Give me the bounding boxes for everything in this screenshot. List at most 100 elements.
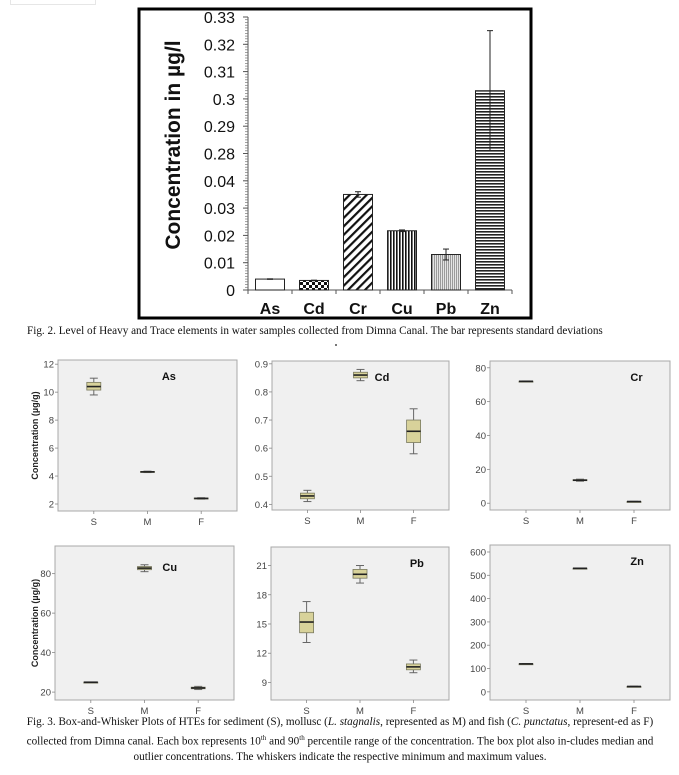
panel-title: Pb xyxy=(410,558,424,570)
figure-2-caption: Fig. 2. Level of Heavy and Trace element… xyxy=(27,325,603,337)
y-tick-label: 40 xyxy=(40,648,51,659)
x-tick-label: F xyxy=(411,516,417,527)
x-tick-label: S xyxy=(304,516,310,527)
x-tick-label: Zn xyxy=(480,301,500,318)
bar-As xyxy=(255,278,285,291)
panel-title: As xyxy=(162,371,176,383)
y-tick-label: 12 xyxy=(43,360,54,371)
y-tick-label: 6 xyxy=(49,444,54,455)
caption-text: Fig. 3. Box-and-Whisker Plots of HTEs fo… xyxy=(26,716,328,728)
y-tick-label: 0.28 xyxy=(204,147,235,164)
box-panel-Cd: 0.4 0.5 0.6 0.7 0.8 0.9 S M F Cd xyxy=(255,359,450,527)
x-tick-label: M xyxy=(357,516,365,527)
y-tick-label: 0.03 xyxy=(204,201,235,218)
bar-chart-axes: 0 0.01 0.02 0.03 0.04 0.28 0.29 0.3 0.31 0.32 0.33 xyxy=(204,10,513,300)
x-tick-label: Cu xyxy=(391,301,412,318)
y-tick-label: 0.01 xyxy=(204,256,235,273)
y-tick-label: 10 xyxy=(43,388,54,399)
y-tick-label: 40 xyxy=(475,431,486,442)
bar-Cr xyxy=(343,193,373,291)
caption-text: percentile range of the concentration. T… xyxy=(133,735,654,763)
y-tick-label: 4 xyxy=(49,472,54,483)
y-tick-label: 0.8 xyxy=(255,387,268,398)
caption-superscript: th xyxy=(299,733,305,742)
panel-title: Cr xyxy=(630,372,643,384)
y-tick-label: 80 xyxy=(475,363,486,374)
x-tick-label: Cd xyxy=(303,301,324,318)
y-tick-label: 500 xyxy=(470,571,486,582)
box-panel-Cu: 20 40 60 80 S M F Cu Concentration (µg/g) xyxy=(30,545,235,717)
y-tick-label: 2 xyxy=(49,500,54,511)
y-tick-label: 400 xyxy=(470,594,486,605)
box-panel-As: 2 4 6 8 10 12 S M F As Concentration (µg/g) xyxy=(30,359,238,528)
bar-Cd xyxy=(299,279,329,291)
y-tick-label: 20 xyxy=(40,688,51,699)
y-tick-label: 0.6 xyxy=(255,444,268,455)
x-tick-label: F xyxy=(631,516,637,527)
box-panel-Zn: 0 100 200 300 400 500 600 S M F Zn xyxy=(470,544,671,717)
panel-title: Cd xyxy=(375,372,390,384)
y-tick-label: 300 xyxy=(470,617,486,628)
x-tick-label: Cr xyxy=(349,301,367,318)
x-tick-label: As xyxy=(260,301,281,318)
y-tick-label: 0.31 xyxy=(204,65,235,82)
y-tick-label: 80 xyxy=(40,569,51,580)
box-panel-Cr: 0 20 40 60 80 S M F Cr xyxy=(475,360,671,527)
x-tick-label: S xyxy=(523,706,529,717)
caption-superscript: th xyxy=(260,733,267,742)
y-tick-label: 100 xyxy=(470,664,486,675)
x-tick-label: S xyxy=(88,706,94,717)
bar-chart-ylabel: Concentration in µg/l xyxy=(162,40,185,249)
stray-dot xyxy=(335,344,337,346)
panel-title: Cu xyxy=(162,562,177,574)
y-tick-label: 0 xyxy=(481,499,486,510)
x-tick-label: F xyxy=(410,706,416,717)
y-tick-label: 0.3 xyxy=(213,92,235,109)
y-tick-label: 60 xyxy=(40,609,51,620)
y-tick-label: 12 xyxy=(256,649,267,660)
box-panel-Pb: 9 12 15 18 21 S M F Pb xyxy=(256,546,450,717)
caption-text: , represented as M) and fish ( xyxy=(380,716,511,728)
y-tick-label: 0.9 xyxy=(255,359,268,370)
y-tick-label: 9 xyxy=(262,678,267,689)
x-tick-label: F xyxy=(198,517,204,528)
x-tick-label: M xyxy=(356,706,364,717)
y-tick-label: 21 xyxy=(256,561,267,572)
x-tick-label: M xyxy=(144,517,152,528)
y-tick-label: 0.33 xyxy=(204,10,235,27)
y-tick-label: 15 xyxy=(256,619,267,630)
y-tick-label: 0 xyxy=(226,283,235,300)
y-tick-label: 600 xyxy=(470,547,486,558)
y-tick-label: 200 xyxy=(470,641,486,652)
bar-chart-frame xyxy=(137,7,533,320)
caption-species-mollusc: L. stagnalis xyxy=(327,716,381,728)
panel-frame xyxy=(57,359,238,512)
y-tick-label: 0.7 xyxy=(255,416,268,427)
x-tick-label: S xyxy=(91,517,97,528)
panel-title: Zn xyxy=(630,556,644,568)
caption-species-fish: C. punctatus xyxy=(510,716,568,728)
x-tick-label: F xyxy=(631,706,637,717)
cropped-figure-edge xyxy=(10,0,96,5)
y-tick-label: 0.5 xyxy=(255,472,268,483)
x-tick-label: M xyxy=(576,706,584,717)
y-tick-label: 0.29 xyxy=(204,119,235,136)
caption-text: , represent-ed as F) collected from Dimn… xyxy=(26,716,654,748)
panel-frame xyxy=(489,544,671,701)
panel-frame xyxy=(489,360,671,511)
y-tick-label: 18 xyxy=(256,590,267,601)
panel-ylabel: Concentration (µg/g) xyxy=(30,579,40,667)
y-tick-label: 0.04 xyxy=(204,174,235,191)
bar-chart-bars: As Cd Cr Cu Pb Zn xyxy=(255,30,505,318)
x-tick-label: M xyxy=(141,706,149,717)
y-tick-label: 0 xyxy=(481,687,486,698)
y-tick-label: 8 xyxy=(49,416,54,427)
x-tick-label: M xyxy=(576,516,584,527)
panel-frame xyxy=(271,360,450,511)
caption-text: and 90 xyxy=(266,735,300,748)
x-tick-label: S xyxy=(303,706,309,717)
panel-ylabel: Concentration (µg/g) xyxy=(30,391,40,479)
bar-Cu xyxy=(387,230,417,291)
